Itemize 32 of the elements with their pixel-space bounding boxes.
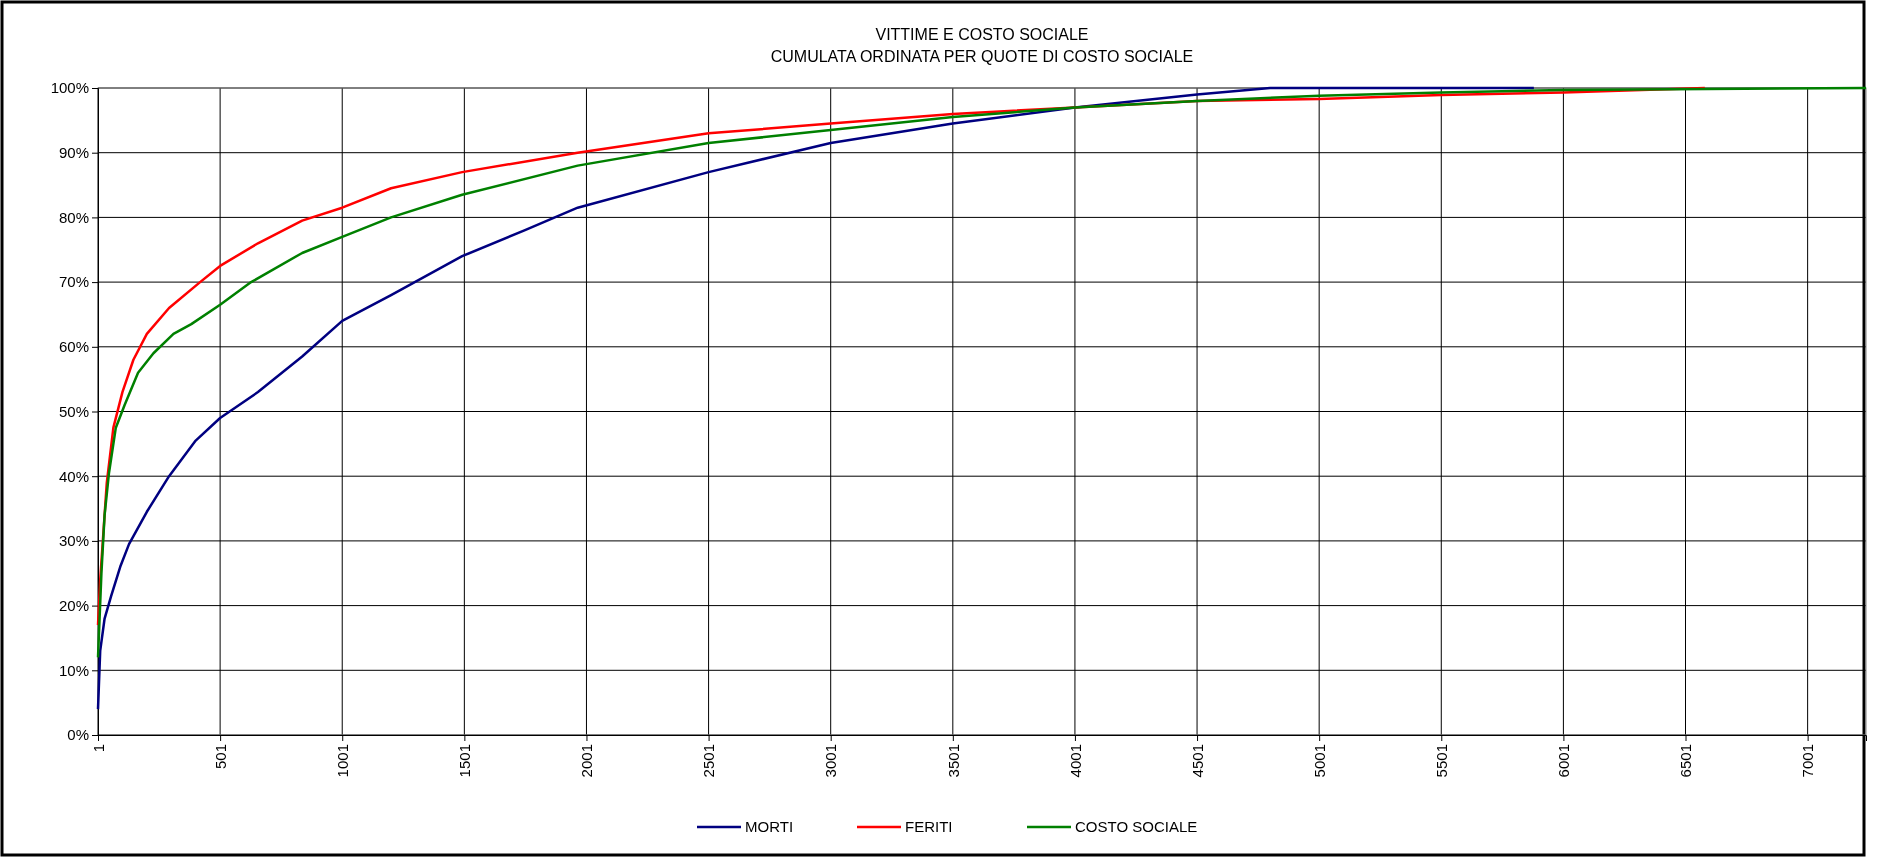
y-tick-label: 90% — [58, 144, 89, 161]
y-tick-label: 80% — [58, 208, 89, 226]
x-tick-label: 5001 — [1310, 744, 1328, 778]
x-tick-label: 2501 — [700, 744, 718, 778]
x-tick-label: 1001 — [333, 744, 351, 778]
chart-title: VITTIME E COSTO SOCIALE — [875, 26, 1089, 43]
x-tick-label: 3001 — [822, 744, 840, 778]
x-tick-label: 4001 — [1066, 744, 1084, 778]
y-tick-label: 40% — [58, 467, 89, 485]
y-tick-label: 0% — [67, 726, 89, 744]
y-tick-label: 70% — [58, 273, 89, 291]
x-tick-label: 5501 — [1433, 744, 1451, 778]
x-tick-label: 4501 — [1188, 744, 1206, 778]
x-tick-label: 501 — [211, 744, 229, 770]
y-tick-label: 30% — [58, 532, 89, 550]
x-tick-label: 1501 — [456, 744, 474, 778]
line-series — [96, 86, 1536, 711]
legend-label: COSTO SOCIALE — [1075, 818, 1198, 835]
x-tick-label: 6001 — [1555, 744, 1573, 778]
legend-label: MORTI — [745, 818, 794, 835]
x-tick-label: 7001 — [1799, 744, 1817, 778]
x-tick-label: 3501 — [944, 744, 962, 778]
y-tick-label: 10% — [58, 661, 89, 679]
legend-label: FERITI — [905, 818, 953, 835]
y-tick-label: 20% — [58, 596, 89, 614]
y-tick-label: 100% — [50, 79, 89, 97]
x-tick-label: 6501 — [1677, 744, 1695, 778]
x-tick-label: 1 — [89, 744, 107, 753]
y-tick-label: 50% — [58, 402, 89, 420]
y-tick-label: 60% — [58, 338, 89, 356]
chart-subtitle: CUMULATA ORDINATA PER QUOTE DI COSTO SOCIALE — [770, 48, 1194, 65]
x-tick-label: 2001 — [578, 744, 596, 778]
